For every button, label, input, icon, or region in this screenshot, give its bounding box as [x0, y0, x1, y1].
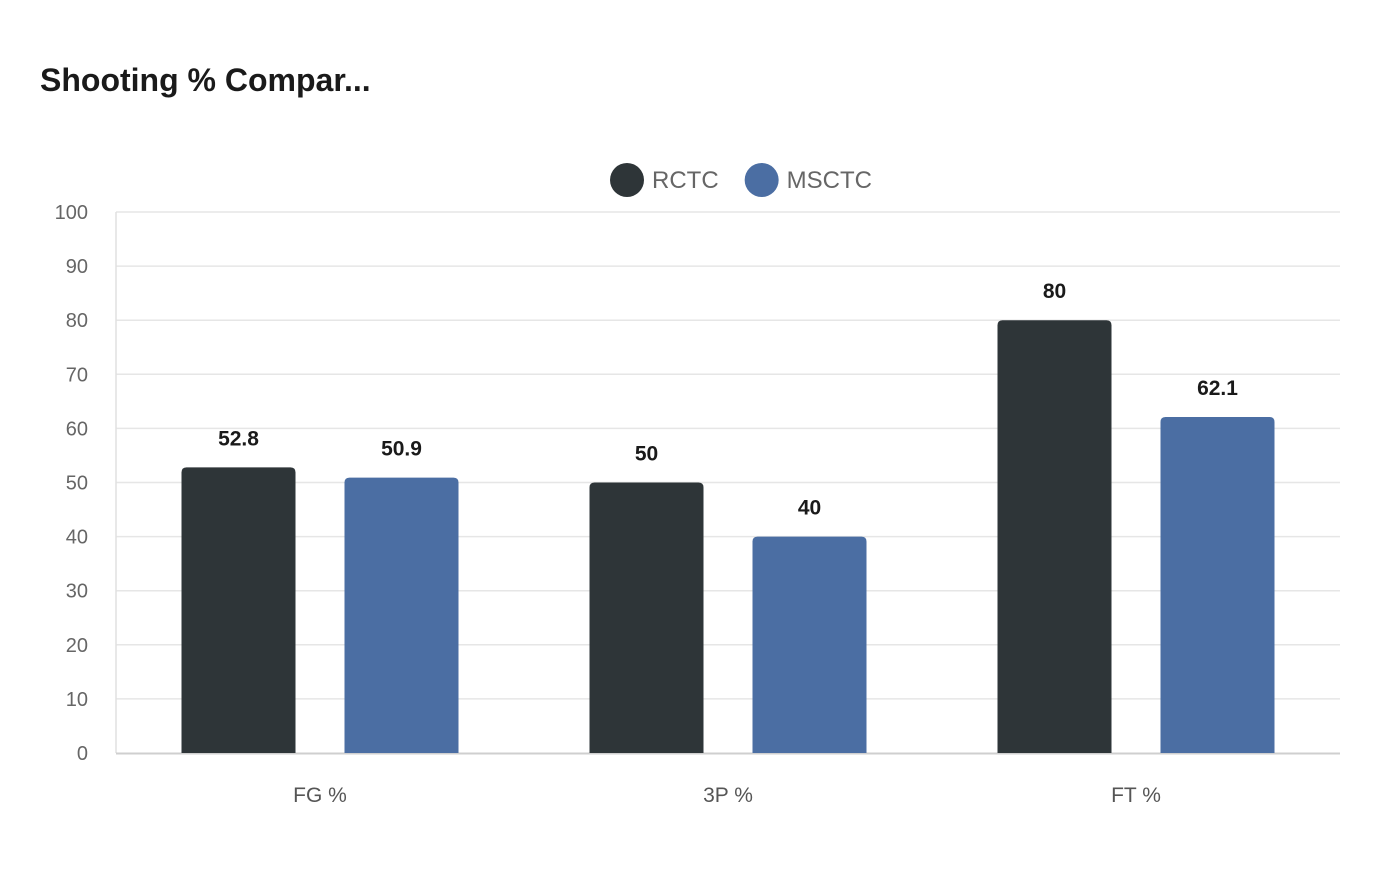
- data-label: 62.1: [1197, 377, 1238, 400]
- data-label: 50.9: [381, 438, 422, 461]
- data-label: 50: [635, 443, 658, 466]
- x-tick-label: 3P %: [703, 784, 753, 807]
- y-tick-label: 0: [77, 743, 88, 765]
- y-tick-label: 40: [66, 527, 88, 549]
- bar-msctc-3[interactable]: [1160, 417, 1275, 753]
- legend-label: RCTC: [652, 167, 719, 194]
- y-tick-label: 20: [66, 635, 88, 657]
- data-label: 40: [798, 497, 821, 520]
- y-tick-label: 100: [55, 202, 88, 224]
- data-label: 80: [1043, 280, 1066, 303]
- legend-swatch: [744, 163, 779, 197]
- data-label: 52.8: [218, 427, 259, 450]
- chart-title: Shooting % Compar...: [40, 62, 371, 98]
- axes: 0 10 20 30 40 50 60 70 80 90 100 FG % 3P % FT %: [55, 202, 1340, 807]
- bars: [181, 320, 1275, 754]
- legend: RCTC MSCTC: [610, 163, 872, 197]
- data-labels: 52.8 50.9 50 40 80 62.1: [218, 280, 1238, 519]
- x-tick-label: FG %: [293, 784, 347, 807]
- y-tick-label: 50: [66, 473, 88, 495]
- legend-label: MSCTC: [787, 167, 872, 194]
- legend-item-msctc[interactable]: MSCTC: [744, 163, 872, 197]
- y-tick-label: 70: [66, 364, 88, 386]
- x-tick-label: FT %: [1111, 784, 1161, 807]
- gridlines: [116, 211, 1340, 700]
- y-tick-label: 80: [66, 310, 88, 332]
- bar-rctc-1[interactable]: [181, 467, 296, 753]
- bar-rctc-3[interactable]: [997, 320, 1112, 753]
- y-tick-label: 30: [66, 581, 88, 603]
- y-tick-label: 90: [66, 256, 88, 278]
- legend-item-rctc[interactable]: RCTC: [610, 163, 719, 197]
- y-tick-label: 10: [66, 689, 88, 711]
- legend-swatch: [610, 163, 645, 197]
- bar-msctc-2[interactable]: [752, 536, 867, 753]
- bar-msctc-1[interactable]: [344, 477, 459, 753]
- bar-rctc-2[interactable]: [589, 482, 704, 754]
- y-tick-label: 60: [66, 418, 88, 440]
